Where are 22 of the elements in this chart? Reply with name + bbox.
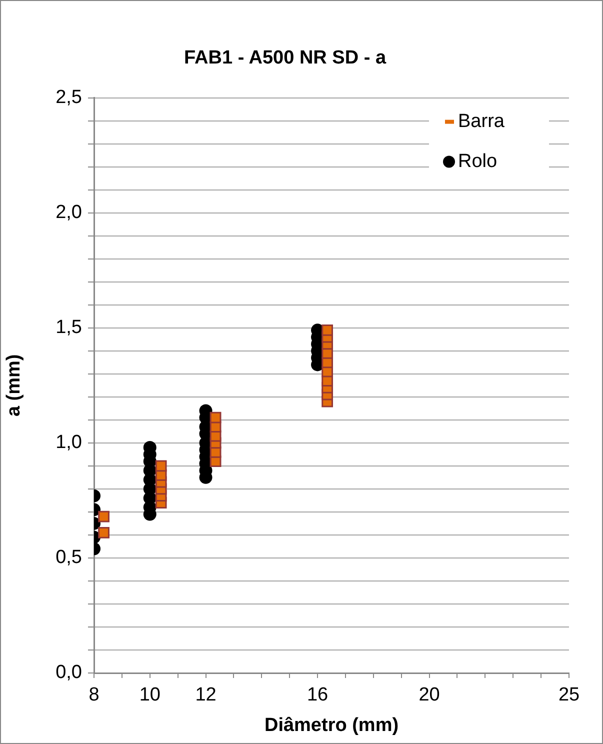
y-tick-label: 1,5 (56, 317, 82, 338)
chart-title: FAB1 - A500 NR SD - a (184, 48, 386, 69)
x-axis-title: Diâmetro (mm) (264, 714, 399, 736)
x-tick-label: 10 (139, 684, 160, 706)
x-tick-label: 8 (88, 684, 100, 706)
y-tick-label: 0,5 (56, 547, 82, 568)
y-tick-label: 0,0 (56, 662, 82, 684)
legend-label: Barra (458, 111, 505, 132)
y-tick-label: 2,5 (56, 87, 82, 108)
point (98, 526, 110, 538)
point (210, 412, 222, 424)
y-axis-title: a (mm) (4, 354, 25, 417)
x-tick-label: 20 (418, 684, 440, 706)
point (322, 324, 334, 336)
y-tick-label: 1,0 (56, 432, 82, 454)
point (155, 460, 167, 472)
legend-label: Rolo (458, 151, 498, 172)
x-tick-label: 12 (195, 684, 216, 706)
y-tick-label: 2,0 (56, 202, 82, 224)
point (98, 510, 110, 522)
x-tick-label: 16 (306, 684, 328, 706)
x-tick-label: 25 (558, 684, 580, 706)
